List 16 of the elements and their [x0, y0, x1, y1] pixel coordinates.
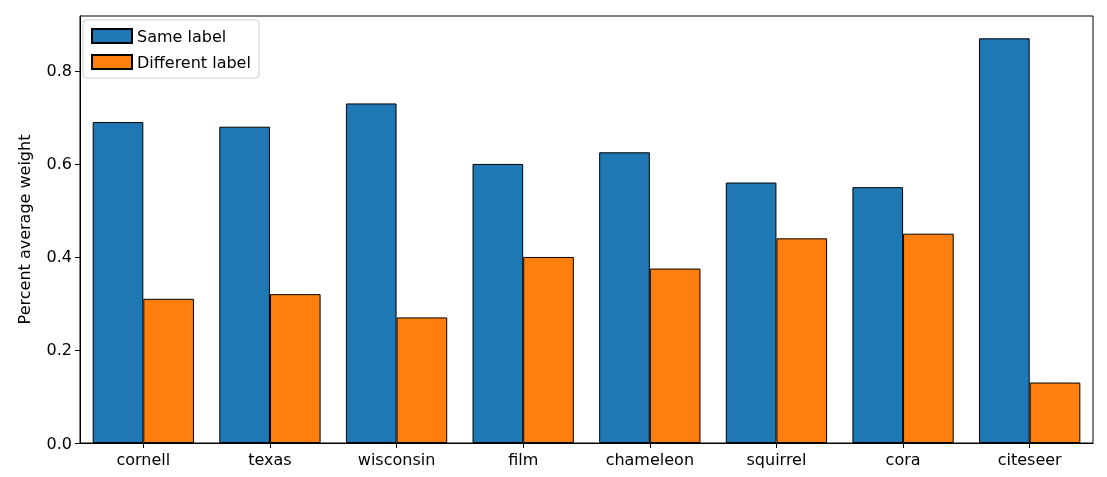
x-tick-label: squirrel	[746, 449, 807, 469]
x-tick-label: texas	[248, 449, 292, 469]
y-axis-title: Percent average weight	[14, 134, 34, 325]
y-tick-label: 0.4	[46, 247, 72, 267]
x-tick-label: film	[508, 449, 539, 469]
legend-label: Same label	[137, 26, 227, 46]
x-tick-label: cornell	[116, 449, 171, 469]
y-tick-label: 0.0	[46, 433, 72, 453]
legend-label: Different label	[137, 52, 251, 72]
x-tick-label: cora	[885, 449, 921, 469]
x-tick-label: chameleon	[605, 449, 695, 469]
y-tick-label: 0.6	[46, 154, 72, 174]
y-tick-label: 0.8	[46, 61, 72, 81]
x-tick-label: wisconsin	[357, 449, 436, 469]
y-tick-label: 0.2	[46, 340, 72, 360]
x-tick-label: citeseer	[997, 449, 1063, 469]
